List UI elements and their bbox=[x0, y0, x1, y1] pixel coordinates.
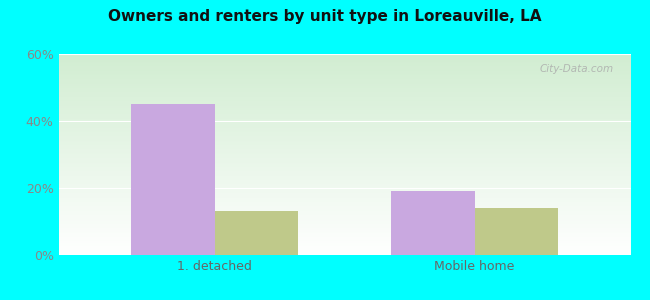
Bar bbox=[131, 104, 214, 255]
Text: Owners and renters by unit type in Loreauville, LA: Owners and renters by unit type in Lorea… bbox=[109, 9, 541, 24]
Legend: Owner occupied units, Renter occupied units: Owner occupied units, Renter occupied un… bbox=[167, 297, 522, 300]
Bar bbox=[474, 208, 558, 255]
Text: City-Data.com: City-Data.com bbox=[540, 64, 614, 74]
Bar bbox=[391, 191, 474, 255]
Bar bbox=[214, 212, 298, 255]
